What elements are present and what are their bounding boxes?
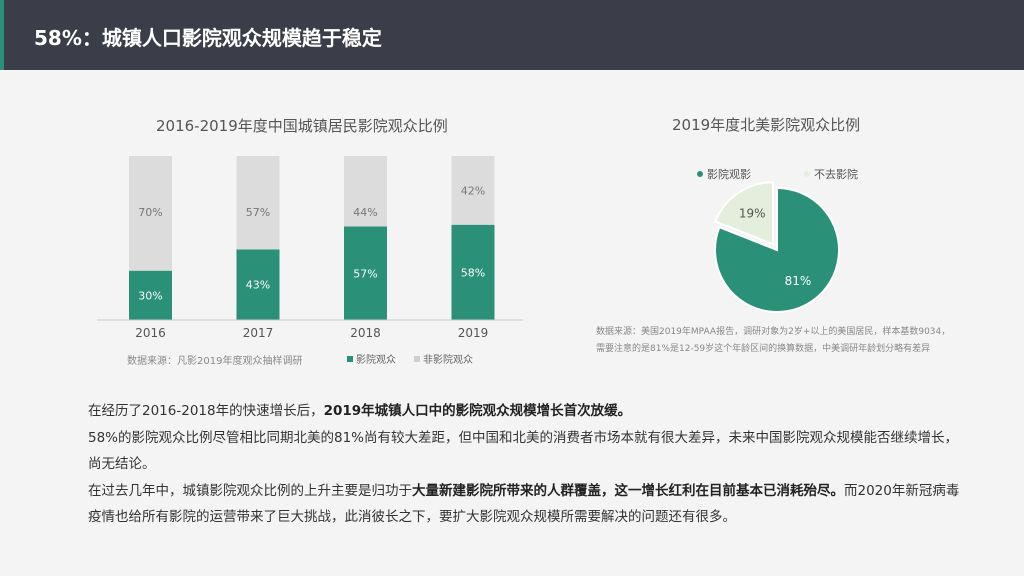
paragraph-3-text: 在过去几年中，城镇影院观众比例的上升主要是归功于 [88,482,412,499]
bar-chart-title: 2016-2019年度中国城镇居民影院观众比例 [156,117,448,135]
bar-segment-non-audience [129,156,172,271]
pie-value-label: 81% [785,274,812,288]
bar-value-label-audience: 30% [138,289,162,302]
pie-note-line: 需要注意的是81%是12-59岁这个年龄区间的换算数据，中美调研年龄划分略有差异 [596,344,931,354]
bar-chart-source: 数据来源：凡影2019年度观众抽样调研 [127,354,302,367]
page-title: 58%：城镇人口影院观众规模趋于稳定 [34,26,382,50]
bar-value-label-non-audience: 42% [461,184,485,197]
paragraph-3-text-end: 而2020年新冠病毒疫情也给所有影院的运营带来了巨大挑战，此消彼长之下，要扩大影… [88,482,960,526]
legend-swatch-non-audience [414,356,420,362]
bar-segment-non-audience [451,156,495,225]
legend-swatch-watch [697,171,703,177]
paragraph-2: 58%的影院观众比例尽管相比同期北美的81%尚有较大差距，但中国和北美的消费者市… [88,429,959,473]
paragraph-1-emphasis: 2019年城镇人口中的影院观众规模增长首次放缓。 [323,403,632,419]
bar-value-label-non-audience: 44% [353,206,377,219]
header-accent [0,0,4,70]
legend-label-non-audience: 非影院观众 [423,353,473,366]
pie-note-line: 数据来源：美国2019年MPAA报告，调研对象为2岁+以上的美国居民，样本基数9… [596,327,951,337]
legend-swatch-audience [347,356,353,362]
bar-value-label-non-audience: 70% [138,206,162,219]
header-bar: 58%：城镇人口影院观众规模趋于稳定 [0,0,1024,70]
paragraph-3: 在过去几年中，城镇影院观众比例的上升主要是归功于大量新建影院所带来的人群覆盖，这… [88,478,968,531]
x-tick-label: 2018 [350,326,381,340]
bar-segment-non-audience [236,156,280,250]
bar-value-label-audience: 43% [246,279,270,292]
bar-segment-audience [451,224,495,320]
paragraph-1-text: 在经历了2016-2018年的快速增长后， [88,403,324,419]
paragraph-1: 在经历了2016-2018年的快速增长后，2019年城镇人口中的影院观众规模增长… [88,398,968,425]
pie-chart-title: 2019年度北美影院观众比例 [672,116,861,134]
pie-slice-watch [714,186,840,313]
body-text: 在经历了2016-2018年的快速增长后，2019年城镇人口中的影院观众规模增长… [88,398,968,531]
bar-segment-audience [236,249,280,320]
x-tick-label: 2016 [135,326,166,340]
pie-value-label: 19% [739,206,766,220]
x-tick-label: 2019 [458,326,489,340]
bar-value-label-audience: 57% [353,267,377,280]
legend-label-watch: 影院观影 [707,167,751,181]
bar-value-label-audience: 58% [461,266,485,279]
pie-slice-not-watch [714,181,775,246]
legend-swatch-not-watch [804,171,810,177]
bar-value-label-non-audience: 57% [246,206,270,219]
bar-segment-non-audience [344,156,387,227]
bar-segment-audience [129,270,172,320]
x-tick-label: 2017 [243,326,274,340]
legend-label-not-watch: 不去影院 [814,167,858,181]
pie-note: 数据来源：美国2019年MPAA报告，调研对象为2岁+以上的美国居民，样本基数9… [596,324,976,358]
bar-segment-audience [344,226,387,320]
paragraph-3-emphasis: 大量新建影院所带来的人群覆盖，这一增长红利在目前基本已消耗殆尽。 [412,482,844,499]
legend-label-audience: 影院观众 [356,353,396,366]
